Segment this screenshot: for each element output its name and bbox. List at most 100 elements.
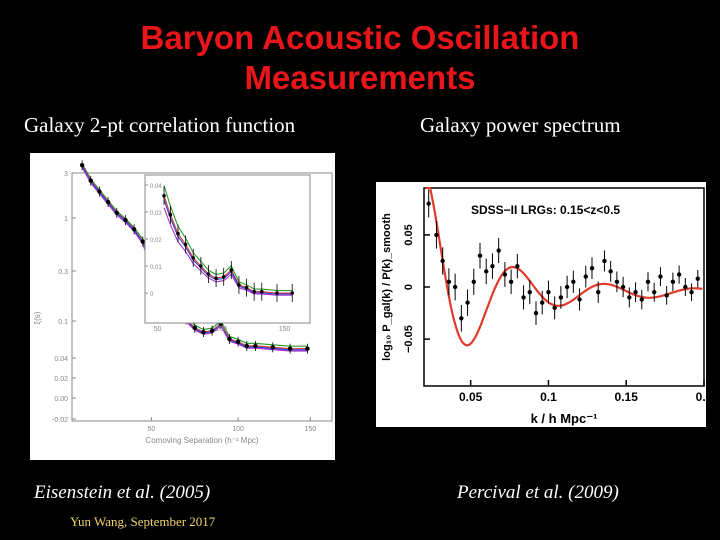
inset-x-tick-label: 150 bbox=[279, 326, 291, 333]
inset-x-tick-label: 50 bbox=[154, 326, 162, 333]
data-point bbox=[614, 279, 620, 284]
y-tick-label: 0.04 bbox=[54, 356, 68, 363]
inset-data-point bbox=[229, 268, 234, 272]
power-spectrum-panel: 0.05 0.1 0.15 0.2 0.05 0 −0.05 k / h Mpc⁻¹ log₁₀… bbox=[376, 182, 713, 427]
inset-model-curve-3 bbox=[163, 207, 293, 296]
inset-data-point bbox=[168, 212, 173, 217]
y-tick-label: 0 bbox=[403, 284, 415, 290]
data-point bbox=[434, 232, 439, 238]
data-point bbox=[627, 295, 632, 300]
inset-data-point bbox=[191, 256, 196, 260]
data-point bbox=[253, 343, 258, 349]
data-point bbox=[270, 345, 275, 350]
data-point bbox=[490, 263, 495, 269]
inset-data-point bbox=[162, 194, 166, 198]
power-spectrum-chart: 0.05 0.1 0.15 0.2 0.05 0 −0.05 k / h Mpc⁻¹ log₁₀… bbox=[381, 186, 713, 426]
y-tick-label: -0.02 bbox=[52, 417, 68, 424]
x-tick-label: 0.05 bbox=[459, 390, 483, 404]
inset-data-point bbox=[290, 291, 295, 295]
x-tick-label: 150 bbox=[304, 426, 316, 433]
inset-data-point bbox=[221, 275, 226, 279]
data-point bbox=[452, 284, 458, 290]
data-point bbox=[131, 227, 137, 232]
left-citation: Eisenstein et al. (2005) bbox=[34, 482, 211, 503]
data-point bbox=[552, 305, 557, 311]
data-point bbox=[540, 300, 545, 305]
data-point bbox=[589, 266, 595, 271]
x-tick-label: 0.2 bbox=[696, 390, 706, 404]
data-point bbox=[608, 269, 613, 274]
data-point bbox=[639, 297, 644, 302]
data-point bbox=[546, 290, 551, 295]
y-tick-label: 0.1 bbox=[58, 319, 68, 326]
y-tick-label: −0.05 bbox=[403, 325, 415, 353]
data-point bbox=[521, 295, 526, 300]
right-citation: Percival et al. (2009) bbox=[457, 482, 619, 503]
data-point bbox=[446, 279, 452, 284]
inset-y-tick-label: 0.04 bbox=[150, 184, 162, 190]
y-tick-label: 3 bbox=[64, 171, 68, 178]
y-tick-label: 0.3 bbox=[58, 269, 68, 276]
plot-frame bbox=[423, 187, 705, 387]
data-point bbox=[235, 339, 241, 344]
data-point bbox=[664, 293, 669, 298]
inset-y-tick-label: 0.03 bbox=[150, 211, 162, 217]
inset-data-point bbox=[183, 242, 188, 247]
data-point bbox=[105, 199, 111, 205]
data-point bbox=[201, 329, 206, 335]
x-tick-label: 0.1 bbox=[540, 390, 557, 404]
right-caption: Galaxy power spectrum bbox=[420, 113, 621, 137]
data-point bbox=[440, 258, 445, 264]
data-point bbox=[140, 239, 145, 244]
data-point bbox=[484, 269, 489, 274]
inset-data-point bbox=[206, 272, 211, 276]
data-point bbox=[596, 290, 601, 295]
inset-model-curve-1 bbox=[163, 195, 293, 294]
title-line-1: Baryon Acoustic Oscillation bbox=[140, 19, 580, 56]
inset-data-point bbox=[275, 291, 279, 295]
y-tick-label: 0.02 bbox=[54, 376, 68, 383]
inset-model-curve-0 bbox=[163, 185, 293, 292]
data-point bbox=[558, 295, 564, 300]
data-point bbox=[114, 210, 119, 216]
data-point bbox=[465, 300, 470, 305]
y-tick-label: 0.00 bbox=[54, 396, 68, 403]
data-point bbox=[426, 201, 431, 206]
inset-y-tick-label: 0 bbox=[150, 292, 154, 298]
data-point bbox=[645, 279, 651, 284]
data-point bbox=[508, 279, 514, 284]
data-point bbox=[689, 290, 694, 295]
data-point bbox=[676, 272, 682, 277]
data-point bbox=[533, 310, 539, 316]
chart-annotation: SDSS−II LRGs: 0.15<z<0.5 bbox=[471, 203, 620, 217]
y-tick-label: 1 bbox=[64, 216, 68, 223]
data-point bbox=[123, 217, 128, 223]
inset-model-curve-2 bbox=[163, 199, 293, 295]
data-point bbox=[633, 290, 638, 295]
data-point bbox=[227, 336, 232, 342]
data-point bbox=[88, 178, 93, 183]
inset-data-point bbox=[176, 231, 180, 236]
inset-data-point bbox=[237, 283, 241, 287]
data-point bbox=[496, 248, 501, 253]
inset-x-tick-label: 100 bbox=[215, 326, 227, 333]
data-point bbox=[79, 162, 85, 168]
correlation-function-chart: 3 1 0.3 0.1 0.04 0.02 0.00 -0.02 50 100 150 Comovin… bbox=[33, 160, 333, 445]
correlation-function-panel: 3 1 0.3 0.1 0.04 0.02 0.00 -0.02 50 100 150 Comovin… bbox=[30, 153, 335, 460]
data-point bbox=[583, 274, 588, 279]
inset-data-point bbox=[199, 264, 203, 268]
data-point bbox=[459, 316, 464, 321]
inset-data-point bbox=[252, 289, 256, 294]
main-plot-frame bbox=[71, 172, 333, 422]
data-point bbox=[244, 343, 249, 349]
x-axis-label: k / h Mpc⁻¹ bbox=[531, 411, 598, 426]
data-point bbox=[527, 290, 532, 295]
data-point bbox=[515, 263, 520, 269]
data-point bbox=[287, 346, 293, 351]
data-point bbox=[305, 346, 310, 351]
data-point bbox=[571, 279, 576, 284]
y-axis-label: ξ(s) bbox=[33, 311, 42, 324]
data-point bbox=[209, 328, 215, 333]
data-point bbox=[502, 272, 508, 277]
x-tick-label: 100 bbox=[232, 426, 244, 433]
